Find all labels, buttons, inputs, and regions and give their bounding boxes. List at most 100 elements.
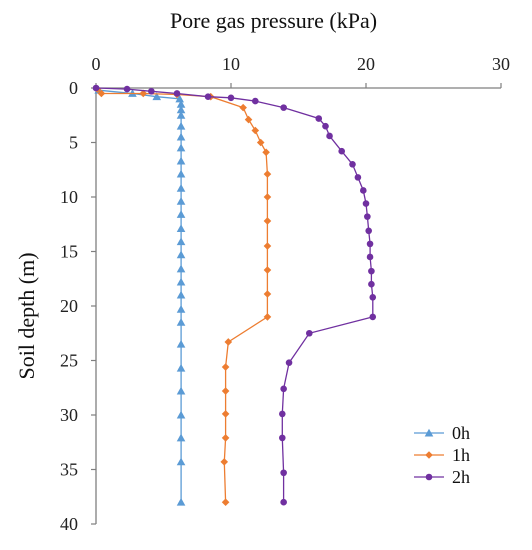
y-axis-title: Soil depth (m) [14, 252, 39, 379]
data-point-0h [176, 250, 186, 259]
data-point-0h [152, 92, 162, 101]
data-point-0h [176, 277, 186, 286]
data-point-0h [176, 339, 186, 348]
series-layer [92, 84, 377, 506]
data-point-2h [123, 85, 131, 93]
y-tick-label: 5 [69, 133, 78, 153]
data-point-0h [176, 197, 186, 205]
data-point-0h [176, 457, 186, 466]
data-point-2h [148, 87, 155, 95]
data-point-1h [263, 242, 272, 250]
y-tick-label: 25 [60, 351, 78, 371]
data-point-2h [280, 469, 287, 477]
data-point-0h [176, 304, 186, 313]
y-tick-label: 20 [60, 296, 78, 316]
legend-label-0h: 0h [452, 423, 470, 443]
y-tick-label: 0 [69, 78, 78, 98]
data-point-2h [362, 200, 370, 207]
data-point-1h [263, 313, 272, 321]
data-point-0h [176, 290, 186, 299]
data-point-0h [175, 94, 184, 103]
data-point-2h [368, 280, 375, 288]
legend-marker-0h [424, 428, 434, 437]
data-point-2h [366, 240, 374, 248]
data-point-2h [227, 94, 235, 102]
legend-label-2h: 2h [452, 467, 470, 487]
data-point-0h [176, 121, 186, 130]
data-point-2h [280, 498, 287, 506]
data-point-0h [176, 105, 186, 114]
data-point-2h [349, 161, 356, 168]
series-line-0h [98, 89, 182, 503]
data-point-1h [263, 193, 272, 201]
data-point-0h [176, 224, 186, 233]
y-tick-label: 35 [60, 460, 78, 480]
data-point-2h [280, 104, 287, 111]
data-point-2h [354, 174, 362, 181]
data-point-2h [279, 410, 286, 418]
data-point-0h [176, 237, 186, 246]
y-tick-label: 30 [60, 405, 78, 425]
data-point-0h [176, 110, 186, 119]
x-tick-label: 0 [92, 54, 101, 74]
data-point-1h [262, 148, 270, 157]
x-axis-title: Pore gas pressure (kPa) [170, 8, 377, 33]
data-point-0h [176, 183, 186, 192]
data-point-0h [176, 132, 186, 141]
data-point-2h [204, 93, 212, 101]
data-point-2h [315, 115, 323, 122]
data-point-0h [176, 264, 186, 273]
data-point-1h [97, 89, 106, 98]
x-tick-label: 20 [357, 54, 375, 74]
data-point-2h [322, 122, 329, 130]
series-0h [94, 85, 186, 506]
data-point-2h [369, 293, 377, 301]
legend-marker-1h [425, 451, 433, 459]
data-point-0h [176, 100, 186, 108]
data-point-1h [263, 266, 272, 274]
data-point-1h [221, 387, 230, 395]
y-tick-label: 10 [60, 187, 78, 207]
data-point-0h [176, 156, 186, 165]
data-point-1h [263, 290, 272, 298]
data-point-0h [176, 210, 186, 218]
data-point-1h [139, 89, 148, 98]
data-point-2h [360, 187, 367, 194]
data-point-1h [251, 126, 260, 135]
data-point-0h [176, 386, 186, 395]
data-point-1h [239, 103, 247, 112]
legend-marker-2h [425, 473, 433, 481]
data-point-1h [256, 138, 265, 147]
data-point-2h [338, 147, 346, 155]
data-point-2h [364, 213, 371, 220]
series-line-2h [95, 87, 374, 503]
data-point-0h [176, 363, 186, 372]
data-point-1h [263, 170, 272, 178]
data-point-2h [279, 434, 286, 442]
x-tick-label: 30 [492, 54, 510, 74]
legend-label-1h: 1h [452, 445, 470, 465]
data-point-2h [306, 329, 313, 337]
data-point-1h [221, 410, 230, 418]
data-point-1h [224, 338, 233, 346]
y-tick-label: 15 [60, 242, 78, 262]
data-point-1h [220, 458, 229, 466]
data-point-0h [176, 143, 186, 152]
data-point-2h [92, 84, 100, 92]
data-point-2h [326, 132, 333, 140]
y-tick-label: 40 [60, 514, 78, 534]
data-point-1h [221, 434, 230, 442]
data-point-1h [221, 498, 230, 506]
data-point-2h [366, 253, 374, 261]
series-2h [92, 84, 377, 506]
data-point-0h [176, 410, 186, 419]
data-point-2h [369, 313, 377, 321]
data-point-1h [263, 217, 272, 225]
data-point-0h [176, 318, 186, 326]
x-tick-label: 10 [222, 54, 240, 74]
data-point-0h [176, 169, 186, 178]
data-point-2h [252, 97, 259, 105]
